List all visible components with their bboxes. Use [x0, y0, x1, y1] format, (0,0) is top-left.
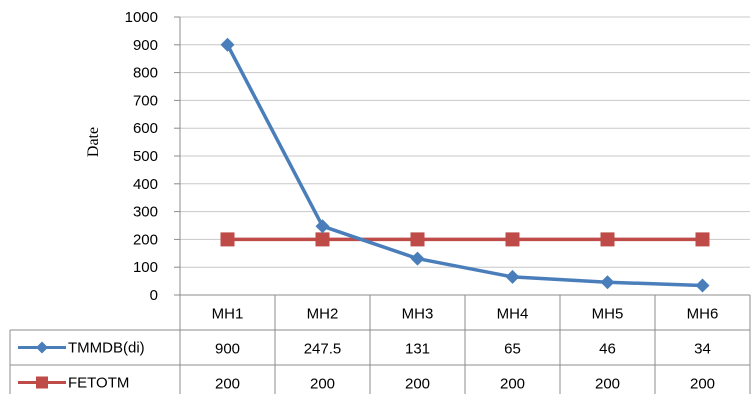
- data-point: [505, 232, 520, 247]
- data-point: [505, 269, 520, 284]
- data-point: [410, 232, 425, 247]
- table-value: 46: [599, 341, 616, 358]
- category-label: MH2: [307, 306, 339, 323]
- y-axis-label: Date: [85, 127, 102, 157]
- y-tick-label: 600: [133, 120, 158, 137]
- table-value: 200: [500, 376, 525, 393]
- data-point: [695, 232, 710, 247]
- data-point: [410, 251, 425, 266]
- y-tick-labels: 0 100 200 300 400 500 600 700 800 900 1000: [125, 9, 158, 304]
- legend-series-name: FETOTM: [68, 375, 129, 392]
- gridlines: [174, 16, 750, 296]
- y-tick-label: 1000: [125, 9, 158, 26]
- y-tick-label: 300: [133, 204, 158, 221]
- legend-series-name: TMMDB(di): [68, 340, 145, 357]
- data-point: [695, 278, 710, 293]
- table-value: 200: [405, 376, 430, 393]
- legend-square-marker: [36, 376, 48, 389]
- data-point: [220, 37, 235, 52]
- data-table: MH1 MH2 MH3 MH4 MH5 MH6 TMMDB(di) 900 247.5 131 65…: [9, 294, 751, 394]
- data-point: [315, 232, 330, 247]
- table-value: 900: [215, 341, 240, 358]
- series-line: [225, 43, 703, 288]
- category-label: MH3: [402, 306, 434, 323]
- y-tick-label: 500: [133, 148, 158, 165]
- y-tick-label: 400: [133, 176, 158, 193]
- y-tick-label: 800: [133, 65, 158, 82]
- y-tick-label: 900: [133, 37, 158, 54]
- data-point: [600, 232, 615, 247]
- table-value: 131: [405, 341, 430, 358]
- y-tick-label: 700: [133, 92, 158, 109]
- category-label: MH1: [212, 306, 244, 323]
- table-value: 200: [215, 376, 240, 393]
- category-label: MH6: [687, 306, 719, 323]
- y-tick-label: 100: [133, 259, 158, 276]
- data-point: [220, 232, 235, 247]
- data-point: [600, 275, 615, 290]
- data-point: [315, 219, 330, 234]
- table-value: 34: [694, 341, 711, 358]
- y-tick-label: 0: [150, 287, 158, 304]
- y-tick-label: 200: [133, 231, 158, 248]
- legend-diamond-marker: [36, 341, 48, 354]
- table-value: 247.5: [304, 341, 342, 358]
- table-value: 200: [595, 376, 620, 393]
- table-value: 200: [690, 376, 715, 393]
- category-label: MH5: [592, 306, 624, 323]
- table-value: 200: [310, 376, 335, 393]
- series-lines: [220, 37, 710, 293]
- table-value: 65: [504, 341, 521, 358]
- category-label: MH4: [497, 306, 529, 323]
